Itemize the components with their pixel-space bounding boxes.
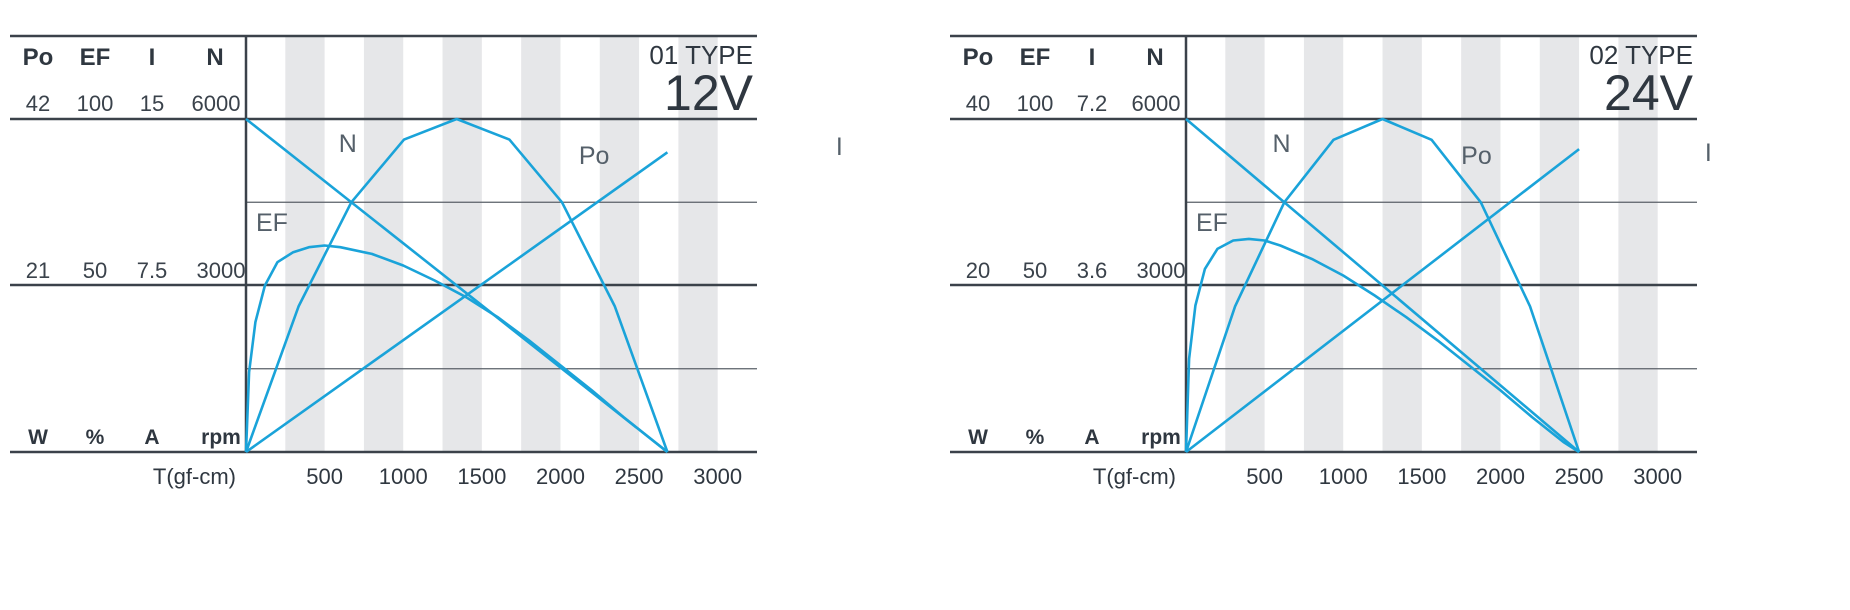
- type-label: 02 TYPE: [1589, 40, 1693, 70]
- mid-value: 20: [966, 258, 990, 283]
- curve-po: [244, 117, 669, 453]
- x-tick-label: 2000: [536, 464, 585, 489]
- column-header-ef: EF: [80, 44, 111, 71]
- curve-label-n: N: [1272, 130, 1290, 158]
- curve-po: [1184, 117, 1581, 453]
- mid-value: 3000: [1137, 258, 1186, 283]
- voltage-label: 24V: [1604, 65, 1694, 121]
- column-header-i: I: [1089, 44, 1096, 71]
- stripe: [1539, 36, 1580, 452]
- x-tick-label: 2000: [1476, 464, 1525, 489]
- mid-value: 50: [83, 258, 107, 283]
- stripe: [1618, 36, 1658, 452]
- x-tick-label: 1000: [1319, 464, 1368, 489]
- stripe: [285, 36, 325, 452]
- mid-value: 7.5: [137, 258, 168, 283]
- curve-label-n: N: [339, 130, 357, 158]
- curve-label-i: I: [836, 133, 843, 161]
- unit-label: rpm: [201, 426, 241, 449]
- max-value: 7.2: [1077, 91, 1108, 116]
- x-tick-label: 500: [1246, 464, 1283, 489]
- x-tick-label: 3000: [693, 464, 742, 489]
- max-value: 42: [26, 91, 50, 116]
- unit-label: %: [86, 426, 105, 449]
- curve-label-i: I: [1705, 139, 1712, 167]
- unit-label: W: [28, 426, 48, 449]
- mid-value: 21: [26, 258, 50, 283]
- curve-n: [1185, 118, 1580, 453]
- unit-label: A: [144, 426, 159, 449]
- x-tick-label: 1500: [1397, 464, 1446, 489]
- mid-value: 3.6: [1077, 258, 1108, 283]
- stripe: [521, 36, 561, 452]
- x-tick-label: 1500: [457, 464, 506, 489]
- x-tick-label: 3000: [1633, 464, 1682, 489]
- stripe: [363, 36, 404, 452]
- unit-label: A: [1084, 426, 1099, 449]
- x-tick-label: 500: [306, 464, 343, 489]
- max-value: 100: [77, 91, 114, 116]
- curve-ef: [1184, 237, 1580, 454]
- max-value: 6000: [192, 91, 241, 116]
- max-value: 15: [140, 91, 164, 116]
- column-header-po: Po: [963, 44, 994, 71]
- max-value: 6000: [1132, 91, 1181, 116]
- curve-label-ef: EF: [256, 209, 288, 237]
- curve-label-po: Po: [579, 142, 610, 170]
- stripe: [678, 36, 718, 452]
- x-axis-label: T(gf-cm): [153, 464, 236, 489]
- stripe: [1461, 36, 1501, 452]
- column-header-n: N: [206, 44, 223, 71]
- x-tick-label: 2500: [1555, 464, 1604, 489]
- column-header-po: Po: [23, 44, 54, 71]
- x-tick-label: 1000: [379, 464, 428, 489]
- mid-value: 3000: [197, 258, 246, 283]
- mid-value: 50: [1023, 258, 1047, 283]
- curve-i: [245, 151, 669, 454]
- column-header-ef: EF: [1020, 44, 1051, 71]
- column-header-n: N: [1146, 44, 1163, 71]
- curve-label-po: Po: [1461, 142, 1492, 170]
- curve-label-ef: EF: [1196, 209, 1228, 237]
- unit-label: W: [968, 426, 988, 449]
- column-header-i: I: [149, 44, 156, 71]
- stripe: [1225, 36, 1265, 452]
- unit-label: rpm: [1141, 426, 1181, 449]
- max-value: 40: [966, 91, 990, 116]
- curve-ef: [244, 244, 669, 454]
- stripe: [1303, 36, 1344, 452]
- unit-label: %: [1026, 426, 1045, 449]
- x-axis-label: T(gf-cm): [1093, 464, 1176, 489]
- stripe: [599, 36, 640, 452]
- voltage-label: 12V: [664, 65, 754, 121]
- max-value: 100: [1017, 91, 1054, 116]
- x-tick-label: 2500: [615, 464, 664, 489]
- type-label: 01 TYPE: [649, 40, 753, 70]
- stripe: [442, 36, 482, 452]
- stripe: [1382, 36, 1422, 452]
